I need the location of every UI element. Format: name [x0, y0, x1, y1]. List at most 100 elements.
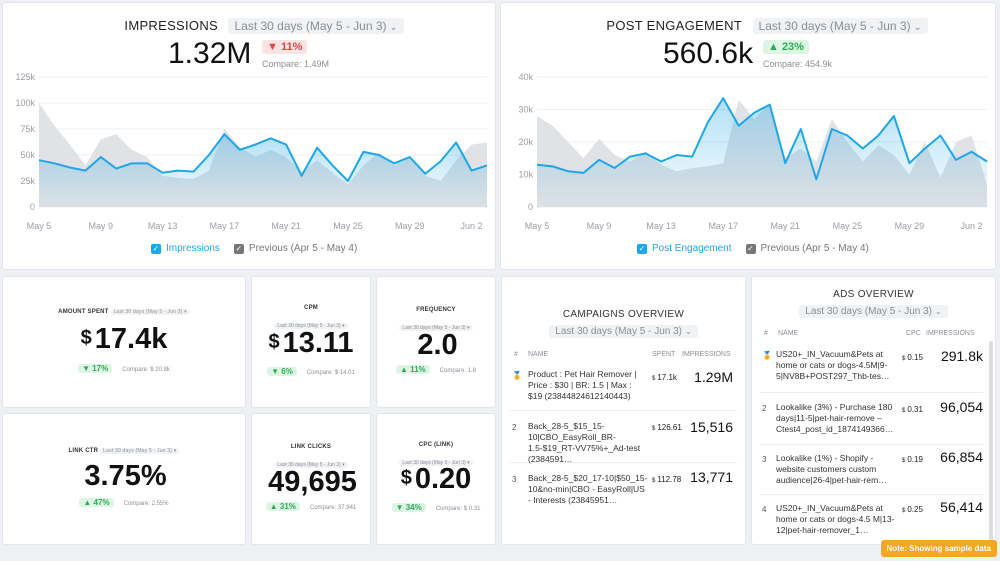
table-row[interactable]: 4 US20+_IN_Vacuum&Pets at home or cats o…	[760, 497, 983, 543]
ads-overview-card: ADS OVERVIEW Last 30 days (May 5 - Jun 3…	[751, 276, 996, 545]
link-clicks-card: LINK CLICKS Last 30 days (May 5 - Jun 3)…	[251, 413, 371, 545]
ad-cpc: $0.15	[902, 353, 923, 362]
col-header-impressions[interactable]: IMPRESSIONS	[926, 330, 975, 337]
y-tick-label: 0	[528, 202, 533, 212]
cpm-delta: ▼ 6%	[267, 367, 297, 376]
cpc-footer: ▼ 34% Compare: $ 0.31	[377, 503, 495, 512]
cpm-card: CPM Last 30 days (May 5 - Jun 3) ▾ $13.1…	[251, 276, 371, 408]
post-engagement-card: POST ENGAGEMENT Last 30 days (May 5 - Ju…	[500, 2, 996, 270]
legend-impressions[interactable]: ✓ Impressions	[151, 243, 220, 254]
ads-scrollbar[interactable]	[989, 341, 993, 541]
link-ctr-compare: Compare: 2.55%	[123, 501, 169, 507]
link-ctr-header: LINK CTR Last 30 days (May 5 - Jun 3) ▾	[3, 448, 245, 454]
impressions-value: 1.32M	[168, 37, 252, 70]
table-row[interactable]: 🏅 US20+_IN_Vacuum&Pets at home or cats o…	[760, 343, 983, 393]
cpm-value: $13.11	[268, 327, 354, 359]
row-index: 3	[512, 475, 517, 484]
campaigns-range-select[interactable]: Last 30 days (May 5 - Jun 3) ⌄	[502, 325, 745, 338]
cpc-range-select[interactable]: Last 30 days (May 5 - Jun 3) ▾	[377, 451, 495, 469]
col-header-name[interactable]: NAME	[528, 351, 549, 358]
x-tick-label: May 13	[148, 221, 178, 231]
col-header-impressions[interactable]: IMPRESSIONS	[682, 351, 731, 358]
col-header-cpc[interactable]: CPC	[906, 330, 921, 337]
frequency-title: FREQUENCY	[416, 307, 456, 313]
y-tick-label: 125k	[15, 72, 35, 82]
checkbox-checked-icon: ✓	[745, 243, 756, 254]
table-row[interactable]: 2 Back_28-5_$15_15-10|CBO_EasyRoll_BR-1.…	[510, 413, 737, 464]
frequency-value: 2.0	[417, 329, 458, 361]
amount-spent-footer: ▼ 17% Compare: $ 20.8k	[3, 364, 245, 373]
x-tick-label: May 25	[833, 221, 863, 231]
legend-previous[interactable]: ✓ Previous (Apr 5 - May 4)	[233, 243, 358, 254]
table-row[interactable]: 🏅 Product : Pet Hair Remover | Price : $…	[510, 363, 737, 411]
campaign-impressions: 1.29M	[694, 369, 733, 385]
link-clicks-delta: ▲ 31%	[265, 502, 300, 511]
frequency-footer: ▲ 11% Compare: 1.8	[377, 365, 495, 374]
campaign-name: Product : Pet Hair Remover | Price : $30…	[528, 369, 637, 401]
link-ctr-delta: ▲ 47%	[79, 498, 114, 507]
y-tick-label: 30k	[518, 105, 533, 115]
medal-icon: 🏅	[512, 371, 522, 380]
cpc-title: CPC (LINK)	[418, 442, 454, 448]
impressions-header: IMPRESSIONS Last 30 days (May 5 - Jun 3)…	[3, 17, 495, 35]
link-clicks-compare: Compare: 37,941	[309, 505, 357, 511]
x-tick-label: May 9	[89, 221, 114, 231]
sample-data-note[interactable]: Note: Showing sample data	[880, 540, 997, 557]
link-clicks-value: 49,695	[268, 466, 357, 498]
chevron-down-icon: ⌄	[389, 22, 398, 33]
ads-title: ADS OVERVIEW	[833, 289, 914, 300]
cpm-range-select[interactable]: Last 30 days (May 5 - Jun 3) ▾	[252, 314, 370, 332]
chevron-down-icon: ⌄	[935, 307, 942, 316]
y-tick-label: 25k	[20, 176, 35, 186]
x-tick-label: May 9	[587, 221, 612, 231]
table-row[interactable]: 2 Lookalike (3%) - Purchase 180 days|11-…	[760, 395, 983, 445]
y-tick-label: 75k	[20, 124, 35, 134]
campaigns-title: CAMPAIGNS OVERVIEW	[562, 309, 685, 320]
ad-cpc: $0.25	[902, 505, 923, 514]
amount-spent-range-select[interactable]: Last 30 days (May 5 - Jun 3) ▾	[110, 309, 190, 315]
amount-spent-delta: ▼ 17%	[78, 364, 113, 373]
campaign-name: Back_28-5_$15_15-10|CBO_EasyRoll_BR-1.5-…	[528, 421, 641, 464]
legend-previous[interactable]: ✓ Previous (Apr 5 - May 4)	[745, 243, 869, 254]
campaign-impressions: 15,516	[690, 419, 733, 435]
ads-range-select[interactable]: Last 30 days (May 5 - Jun 3) ⌄	[752, 305, 995, 318]
link-ctr-range-select[interactable]: Last 30 days (May 5 - Jun 3) ▾	[100, 448, 180, 454]
impressions-legend: ✓ Impressions ✓ Previous (Apr 5 - May 4)	[151, 243, 357, 254]
current-series-line	[536, 97, 988, 181]
current-series-area	[39, 134, 487, 207]
impressions-delta: ▼ 11%	[262, 40, 308, 54]
cpc-delta: ▼ 34%	[391, 503, 426, 512]
col-header-name[interactable]: NAME	[778, 330, 799, 337]
link-ctr-card: LINK CTR Last 30 days (May 5 - Jun 3) ▾ 3…	[2, 413, 246, 545]
ad-name: US20+_IN_Vacuum&Pets at home or cats or …	[776, 503, 895, 535]
impressions-card: IMPRESSIONS Last 30 days (May 5 - Jun 3)…	[2, 2, 496, 270]
engagement-header: POST ENGAGEMENT Last 30 days (May 5 - Ju…	[501, 17, 995, 35]
x-tick-label: Jun 2	[461, 221, 483, 231]
frequency-range-select[interactable]: Last 30 days (May 5 - Jun 3) ▾	[377, 316, 495, 334]
ad-name: Lookalike (3%) - Purchase 180 days|11-5|…	[776, 402, 894, 434]
engagement-range-select[interactable]: Last 30 days (May 5 - Jun 3) ⌄	[752, 18, 928, 34]
legend-post-engagement[interactable]: ✓ Post Engagement	[637, 243, 732, 254]
col-header-spent[interactable]: SPENT	[652, 351, 676, 358]
impressions-range-select[interactable]: Last 30 days (May 5 - Jun 3) ⌄	[228, 18, 404, 34]
ad-impressions: 66,854	[940, 449, 983, 465]
engagement-compare: Compare: 454.9k	[763, 59, 833, 69]
chevron-down-icon: ⌄	[913, 22, 922, 33]
x-tick-label: May 13	[646, 221, 676, 231]
amount-spent-compare: Compare: $ 20.8k	[122, 367, 170, 373]
table-row[interactable]: 3 Back_28-5_$20_17-10|$50_15-10&no-min|C…	[510, 465, 737, 513]
ad-cpc: $0.19	[902, 455, 923, 464]
cpm-compare: Compare: $ 14.01	[306, 370, 355, 376]
campaigns-overview-card: CAMPAIGNS OVERVIEW Last 30 days (May 5 -…	[501, 276, 746, 545]
engagement-chart: 40k 30k 20k 10k 0 May 5 May 9 May 13 May 17 May 2…	[518, 72, 988, 231]
engagement-title: POST ENGAGEMENT	[606, 18, 743, 33]
x-tick-label: May 5	[27, 221, 52, 231]
x-tick-label: May 29	[395, 221, 425, 231]
link-clicks-range-select[interactable]: Last 30 days (May 5 - Jun 3) ▾	[252, 453, 370, 471]
campaign-spent: $126.61	[652, 423, 682, 432]
cpc-compare: Compare: $ 0.31	[435, 506, 481, 512]
ad-cpc: $0.31	[902, 405, 923, 414]
table-row[interactable]: 3 Lookalike (1%) - Shopify - website cus…	[760, 447, 983, 495]
ad-impressions: 96,054	[940, 399, 983, 415]
x-tick-label: May 17	[708, 221, 738, 231]
